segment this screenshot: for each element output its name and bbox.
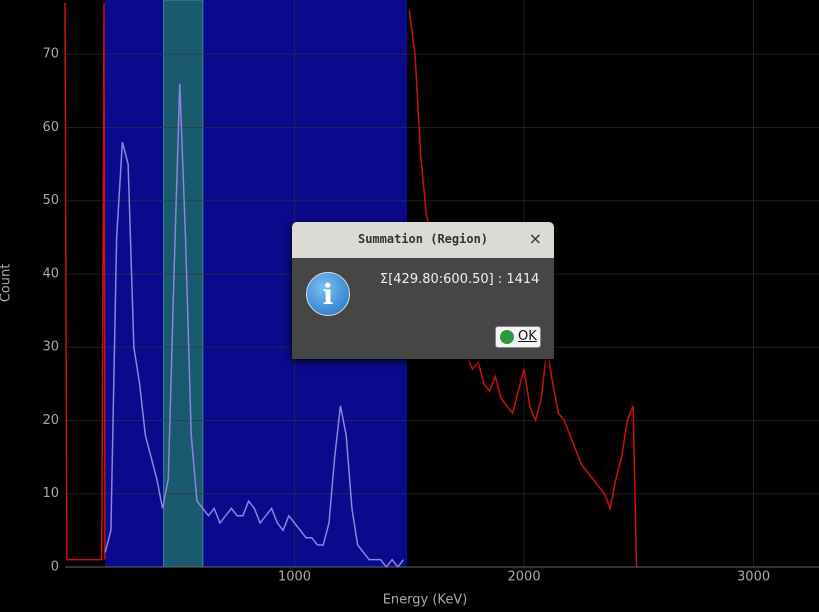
y-tick-label: 10	[42, 486, 59, 501]
y-tick-label: 0	[51, 560, 59, 575]
ok-icon	[500, 330, 514, 344]
y-tick-label: 70	[42, 47, 59, 62]
spectrum-line	[104, 83, 405, 569]
x-tick-label: 2000	[508, 570, 541, 585]
spectrum-line	[64, 2, 106, 561]
close-button[interactable]: ×	[528, 229, 542, 248]
x-axis-label: Energy (KeV)	[383, 593, 468, 608]
dialog-title: Summation (Region)	[357, 232, 489, 246]
x-tick-label: 1000	[278, 570, 311, 585]
y-tick-label: 60	[42, 120, 59, 135]
y-tick-label: 30	[42, 340, 59, 355]
y-tick-label: 50	[42, 193, 59, 208]
dialog-message: Σ[429.80:600.50] : 1414	[380, 272, 540, 287]
x-tick-label: 3000	[737, 570, 770, 585]
info-icon: i	[306, 272, 350, 316]
ok-label: OK	[518, 329, 537, 344]
y-tick-label: 20	[42, 413, 59, 428]
y-axis-label: Count	[0, 264, 14, 303]
y-tick-label: 40	[42, 266, 59, 281]
region	[163, 0, 204, 568]
title-bar: Summation (Region) ×	[292, 222, 554, 258]
dialog: Summation (Region) × i Σ[429.80:600.50] …	[292, 222, 554, 359]
ok-button[interactable]: OK	[495, 326, 541, 348]
